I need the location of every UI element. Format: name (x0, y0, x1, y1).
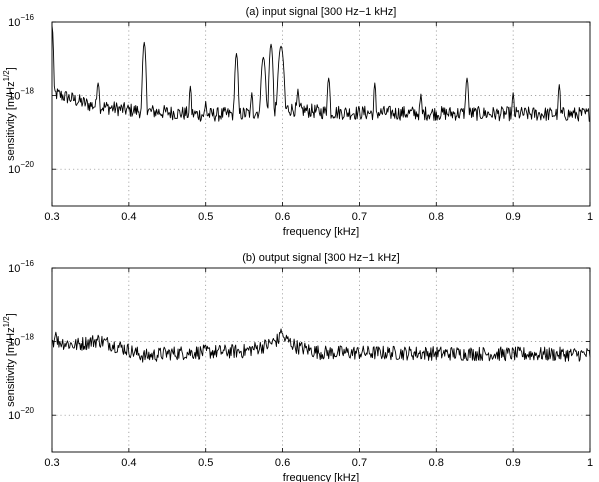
x-axis-label: frequency [kHz] (283, 472, 359, 482)
series-line (51, 25, 591, 122)
y-tick-label: 10−20 (8, 160, 34, 176)
series-line (51, 328, 591, 363)
y-tick-label: 10−16 (8, 259, 34, 275)
panel-b: 0.3 0.4 0.5 0.6 0.7 0.8 0.9 1 10−16 10−18 10−20 (b)… (2, 252, 593, 482)
x-tick-label: 0.9 (505, 211, 520, 223)
x-tick-label: 0.3 (44, 211, 59, 223)
chart-title: (b) output signal [300 Hz−1 kHz] (242, 252, 399, 264)
x-tick-label: 0.9 (505, 457, 520, 469)
x-tick-label: 0.7 (352, 457, 367, 469)
x-tick-label: 1 (587, 211, 593, 223)
y-axis-label: sensitivity [m/Hz1/2] (2, 67, 17, 161)
x-tick-label: 0.6 (275, 457, 290, 469)
y-tick-label: 10−16 (8, 13, 34, 29)
x-tick-label: 0.8 (429, 457, 444, 469)
x-tick-label: 1 (587, 457, 593, 469)
y-tick-label: 10−20 (8, 406, 34, 422)
y-tick-label: 10−18 (8, 87, 34, 103)
y-axis-label: sensitivity [m/Hz1/2] (2, 313, 17, 407)
x-tick-label: 0.4 (121, 457, 136, 469)
x-tick-label: 0.8 (429, 211, 444, 223)
panel-a: 0.3 0.4 0.5 0.6 0.7 0.8 0.9 1 10−16 10−18 10−20 (a)… (2, 6, 593, 238)
x-axis-label: frequency [kHz] (283, 226, 359, 238)
y-tick-label: 10−18 (8, 333, 34, 349)
x-tick-label: 0.4 (121, 211, 136, 223)
chart-title: (a) input signal [300 Hz−1 kHz] (246, 6, 397, 18)
x-tick-label: 0.6 (275, 211, 290, 223)
axes-frame (51, 21, 591, 207)
x-tick-label: 0.3 (44, 457, 59, 469)
x-tick-label: 0.5 (198, 457, 213, 469)
x-tick-label: 0.5 (198, 211, 213, 223)
x-tick-label: 0.7 (352, 211, 367, 223)
axes-frame (51, 267, 591, 453)
